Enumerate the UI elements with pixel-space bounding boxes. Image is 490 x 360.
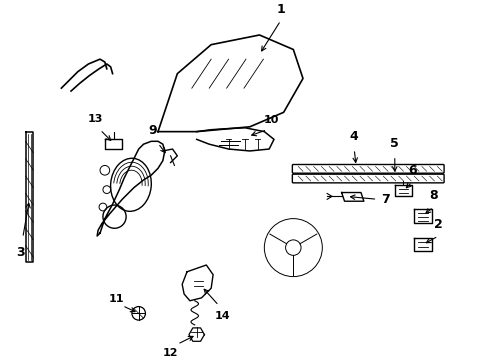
Text: 5: 5 bbox=[391, 137, 399, 150]
Text: 12: 12 bbox=[163, 348, 178, 358]
Text: 7: 7 bbox=[381, 193, 390, 206]
Text: 9: 9 bbox=[149, 125, 157, 138]
Text: 2: 2 bbox=[434, 218, 442, 231]
Text: 13: 13 bbox=[88, 114, 103, 124]
Text: 1: 1 bbox=[276, 3, 285, 15]
Text: 11: 11 bbox=[109, 294, 124, 304]
Text: 8: 8 bbox=[429, 189, 438, 202]
Text: 4: 4 bbox=[350, 130, 359, 143]
Text: 3: 3 bbox=[17, 246, 25, 259]
Text: 10: 10 bbox=[264, 115, 279, 125]
Text: 6: 6 bbox=[408, 164, 416, 177]
Text: 14: 14 bbox=[215, 311, 231, 321]
